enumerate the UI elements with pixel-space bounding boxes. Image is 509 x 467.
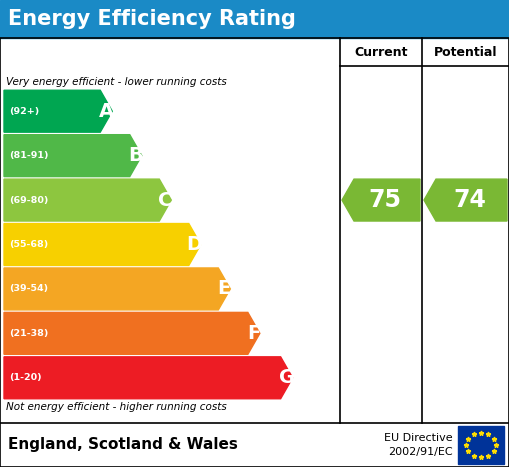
Polygon shape bbox=[4, 90, 112, 132]
Polygon shape bbox=[4, 134, 142, 177]
Text: Potential: Potential bbox=[434, 45, 497, 58]
Polygon shape bbox=[424, 179, 507, 221]
Polygon shape bbox=[4, 312, 260, 354]
Text: B: B bbox=[128, 146, 143, 165]
Text: (69-80): (69-80) bbox=[9, 196, 48, 205]
Text: EU Directive
2002/91/EC: EU Directive 2002/91/EC bbox=[384, 433, 453, 457]
Text: Not energy efficient - higher running costs: Not energy efficient - higher running co… bbox=[6, 402, 227, 412]
Polygon shape bbox=[4, 268, 230, 310]
Text: (81-91): (81-91) bbox=[9, 151, 48, 160]
Text: (1-20): (1-20) bbox=[9, 373, 42, 382]
Text: 75: 75 bbox=[369, 188, 402, 212]
Text: A: A bbox=[99, 102, 114, 120]
Text: G: G bbox=[278, 368, 295, 387]
Bar bbox=[0, 0, 509, 38]
Text: D: D bbox=[187, 235, 203, 254]
Polygon shape bbox=[4, 179, 172, 221]
Polygon shape bbox=[342, 179, 420, 221]
Polygon shape bbox=[4, 224, 201, 265]
Text: (55-68): (55-68) bbox=[9, 240, 48, 249]
Text: (21-38): (21-38) bbox=[9, 329, 48, 338]
Text: E: E bbox=[218, 279, 231, 298]
Text: F: F bbox=[247, 324, 261, 343]
Text: Very energy efficient - lower running costs: Very energy efficient - lower running co… bbox=[6, 77, 227, 87]
Text: C: C bbox=[158, 191, 173, 210]
Text: (39-54): (39-54) bbox=[9, 284, 48, 293]
Text: Current: Current bbox=[354, 45, 408, 58]
Text: Energy Efficiency Rating: Energy Efficiency Rating bbox=[8, 9, 296, 29]
Text: England, Scotland & Wales: England, Scotland & Wales bbox=[8, 438, 238, 453]
Bar bbox=[458, 426, 504, 464]
Text: 74: 74 bbox=[453, 188, 486, 212]
Polygon shape bbox=[4, 357, 293, 399]
Text: (92+): (92+) bbox=[9, 107, 39, 116]
